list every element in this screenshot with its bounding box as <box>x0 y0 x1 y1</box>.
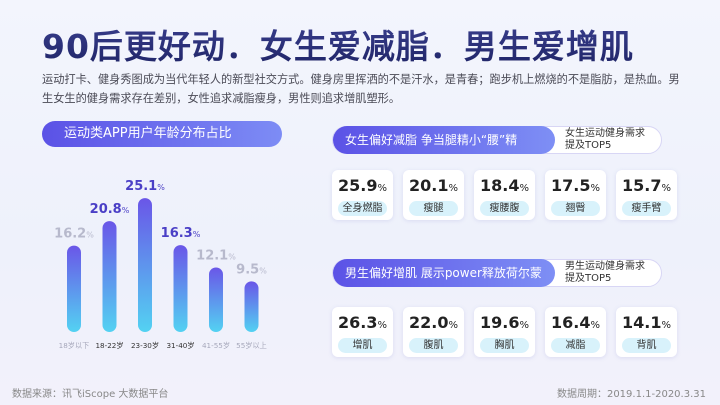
female-need-card-1: 20.1% 瘦腿 <box>403 170 464 220</box>
bar-value-label-5: 9.5% <box>236 262 267 277</box>
male-needs-cards: 26.3% 增肌 22.0% 腹肌 19.6% 胸肌 16.4% 减脂 14.1% 背肌 <box>332 307 677 357</box>
x-tick-label-1: 18-22岁 <box>95 341 123 350</box>
female-need-value: 20.1% <box>409 176 458 195</box>
male-need-label: 减脂 <box>551 338 600 353</box>
percent-sign: % <box>377 183 387 194</box>
male-need-value: 26.3% <box>338 313 387 332</box>
male-need-value: 22.0% <box>409 313 458 332</box>
intro-text: 运动打卡、健身秀图成为当代年轻人的新型社交方式。健身房里挥洒的不是汗水，是青春；… <box>42 73 680 105</box>
bar-4 <box>209 267 223 332</box>
male-note-line1: 男生运动健身需求 <box>565 261 645 272</box>
female-need-card-2: 18.4% 瘦腰腹 <box>474 170 535 220</box>
percent-sign: % <box>448 183 458 194</box>
female-need-value: 18.4% <box>480 176 529 195</box>
bar-0 <box>67 245 81 332</box>
male-need-label: 胸肌 <box>480 338 529 353</box>
male-need-value: 16.4% <box>551 313 600 332</box>
percent-sign: % <box>590 320 600 331</box>
male-need-card-3: 16.4% 减脂 <box>545 307 606 357</box>
female-need-card-0: 25.9% 全身燃脂 <box>332 170 393 220</box>
male-need-card-1: 22.0% 腹肌 <box>403 307 464 357</box>
female-section-title: 女生偏好减脂 争当腿精小“腰”精 <box>333 126 555 154</box>
female-note-line2: 提及TOP5 <box>565 140 612 151</box>
male-note-line2: 提及TOP5 <box>565 273 612 284</box>
x-tick-label-5: 55岁以上 <box>236 341 267 350</box>
female-need-card-4: 15.7% 瘦手臂 <box>616 170 677 220</box>
bar-value-label-4: 12.1% <box>196 248 236 263</box>
female-need-card-3: 17.5% 翘臀 <box>545 170 606 220</box>
bar-1 <box>102 221 117 332</box>
male-need-card-4: 14.1% 背肌 <box>616 307 677 357</box>
male-section-header: 男生偏好增肌 展示power释放荷尔蒙 男生运动健身需求 提及TOP5 <box>332 259 662 287</box>
female-section-note: 女生运动健身需求 提及TOP5 <box>565 128 645 152</box>
percent-sign: % <box>519 320 529 331</box>
male-need-card-0: 26.3% 增肌 <box>332 307 393 357</box>
percent-sign: % <box>590 183 600 194</box>
bar-value-label-1: 20.8% <box>90 202 130 217</box>
female-need-label: 全身燃脂 <box>338 201 387 216</box>
female-section-header: 女生偏好减脂 争当腿精小“腰”精 女生运动健身需求 提及TOP5 <box>332 126 662 154</box>
male-need-value: 19.6% <box>480 313 529 332</box>
female-need-label: 翘臀 <box>551 201 600 216</box>
female-need-value: 25.9% <box>338 176 387 195</box>
female-need-label: 瘦腿 <box>409 201 458 216</box>
female-needs-cards: 25.9% 全身燃脂 20.1% 瘦腿 18.4% 瘦腰腹 17.5% 翘臀 15.7% 瘦手臂 <box>332 170 677 220</box>
x-tick-label-0: 18岁以下 <box>59 341 90 350</box>
chart-title: 运动类APP用户年龄分布占比 <box>42 121 282 147</box>
x-tick-label-4: 41-55岁 <box>202 341 230 350</box>
page-title: 90后更好动．女生爱减脂．男生爱增肌 <box>42 20 634 68</box>
age-distribution-chart: 16.2% 18岁以下 20.8% 18-22岁 25.1% 23-30岁 16.3% 31-… <box>54 179 267 350</box>
data-period: 数据周期：2019.1.1-2020.3.31 <box>556 389 706 400</box>
bar-3 <box>173 245 188 332</box>
bar-value-label-0: 16.2% <box>54 227 94 242</box>
data-source: 数据来源：讯飞iScope 大数据平台 <box>12 389 169 400</box>
x-tick-label-3: 31-40岁 <box>166 341 194 350</box>
percent-sign: % <box>448 320 458 331</box>
male-section-note: 男生运动健身需求 提及TOP5 <box>565 261 645 285</box>
male-need-card-2: 19.6% 胸肌 <box>474 307 535 357</box>
percent-sign: % <box>377 320 387 331</box>
female-note-line1: 女生运动健身需求 <box>565 128 645 139</box>
bar-2 <box>138 198 152 332</box>
male-need-label: 增肌 <box>338 338 387 353</box>
male-need-label: 背肌 <box>622 338 671 353</box>
percent-sign: % <box>661 320 671 331</box>
bar-value-label-2: 25.1% <box>125 179 165 194</box>
male-need-value: 14.1% <box>622 313 671 332</box>
percent-sign: % <box>519 183 529 194</box>
bar-value-label-3: 16.3% <box>161 226 201 241</box>
female-need-value: 15.7% <box>622 176 671 195</box>
female-need-label: 瘦手臂 <box>622 201 671 216</box>
percent-sign: % <box>661 183 671 194</box>
female-need-label: 瘦腰腹 <box>480 201 529 216</box>
male-section-title: 男生偏好增肌 展示power释放荷尔蒙 <box>333 259 555 287</box>
bar-5 <box>244 281 259 332</box>
female-need-value: 17.5% <box>551 176 600 195</box>
male-need-label: 腹肌 <box>409 338 458 353</box>
x-tick-label-2: 23-30岁 <box>131 341 159 350</box>
